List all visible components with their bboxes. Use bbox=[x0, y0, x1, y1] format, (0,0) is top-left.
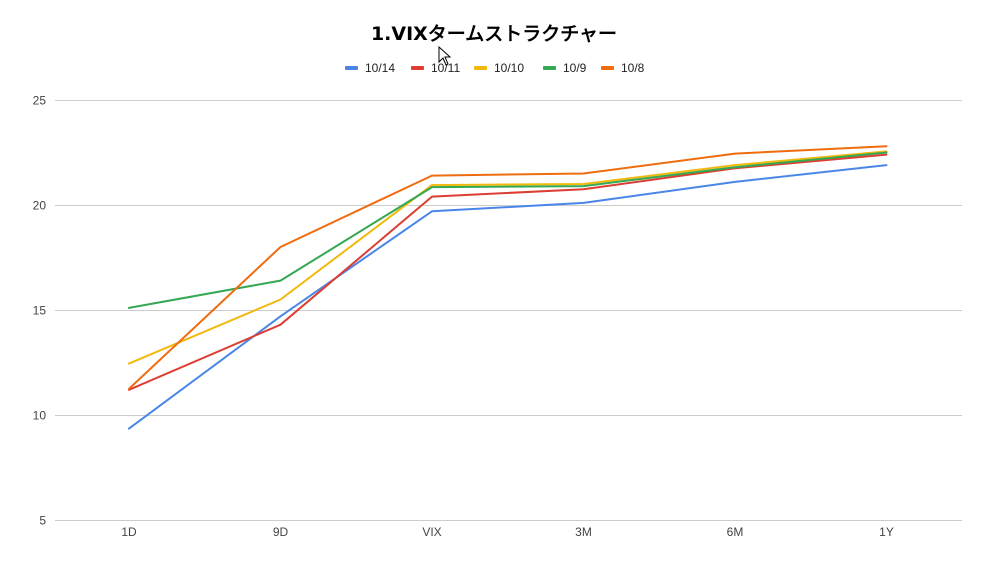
series-line-10-11 bbox=[128, 153, 888, 391]
gridlines bbox=[55, 100, 962, 521]
legend-swatch bbox=[411, 66, 424, 70]
x-axis-ticks: 1D 9D VIX 3M 6M 1Y bbox=[121, 525, 894, 539]
legend-swatch bbox=[345, 66, 358, 70]
series-line-10-9 bbox=[128, 151, 888, 309]
legend-label: 10/14 bbox=[365, 61, 395, 75]
series-lines bbox=[128, 145, 888, 430]
series-line-10-10 bbox=[128, 150, 888, 365]
chart-title: 1.VIXタームストラクチャー bbox=[371, 23, 617, 45]
mouse-cursor-icon bbox=[438, 45, 452, 66]
legend-swatch bbox=[474, 66, 487, 70]
y-axis-ticks: 5 10 15 20 25 bbox=[33, 94, 47, 528]
x-tick-label: VIX bbox=[422, 525, 441, 539]
series-line-10-14 bbox=[128, 164, 888, 430]
x-tick-label: 6M bbox=[727, 525, 744, 539]
x-tick-label: 1D bbox=[121, 525, 137, 539]
x-tick-label: 9D bbox=[273, 525, 289, 539]
x-tick-label: 1Y bbox=[879, 525, 894, 539]
legend: 10/14 10/11 10/10 10/9 10/8 bbox=[345, 61, 645, 75]
y-tick-label: 20 bbox=[33, 199, 47, 213]
legend-label: 10/11 bbox=[431, 61, 460, 75]
series-line-10-8 bbox=[128, 145, 888, 390]
y-tick-label: 25 bbox=[33, 94, 47, 108]
legend-swatch bbox=[601, 66, 614, 70]
y-tick-label: 10 bbox=[33, 409, 47, 423]
y-tick-label: 5 bbox=[39, 514, 46, 528]
x-tick-label: 3M bbox=[575, 525, 592, 539]
legend-label: 10/10 bbox=[494, 61, 524, 75]
legend-label: 10/8 bbox=[621, 61, 645, 75]
legend-label: 10/9 bbox=[563, 61, 587, 75]
legend-swatch bbox=[543, 66, 556, 70]
y-tick-label: 15 bbox=[33, 304, 47, 318]
